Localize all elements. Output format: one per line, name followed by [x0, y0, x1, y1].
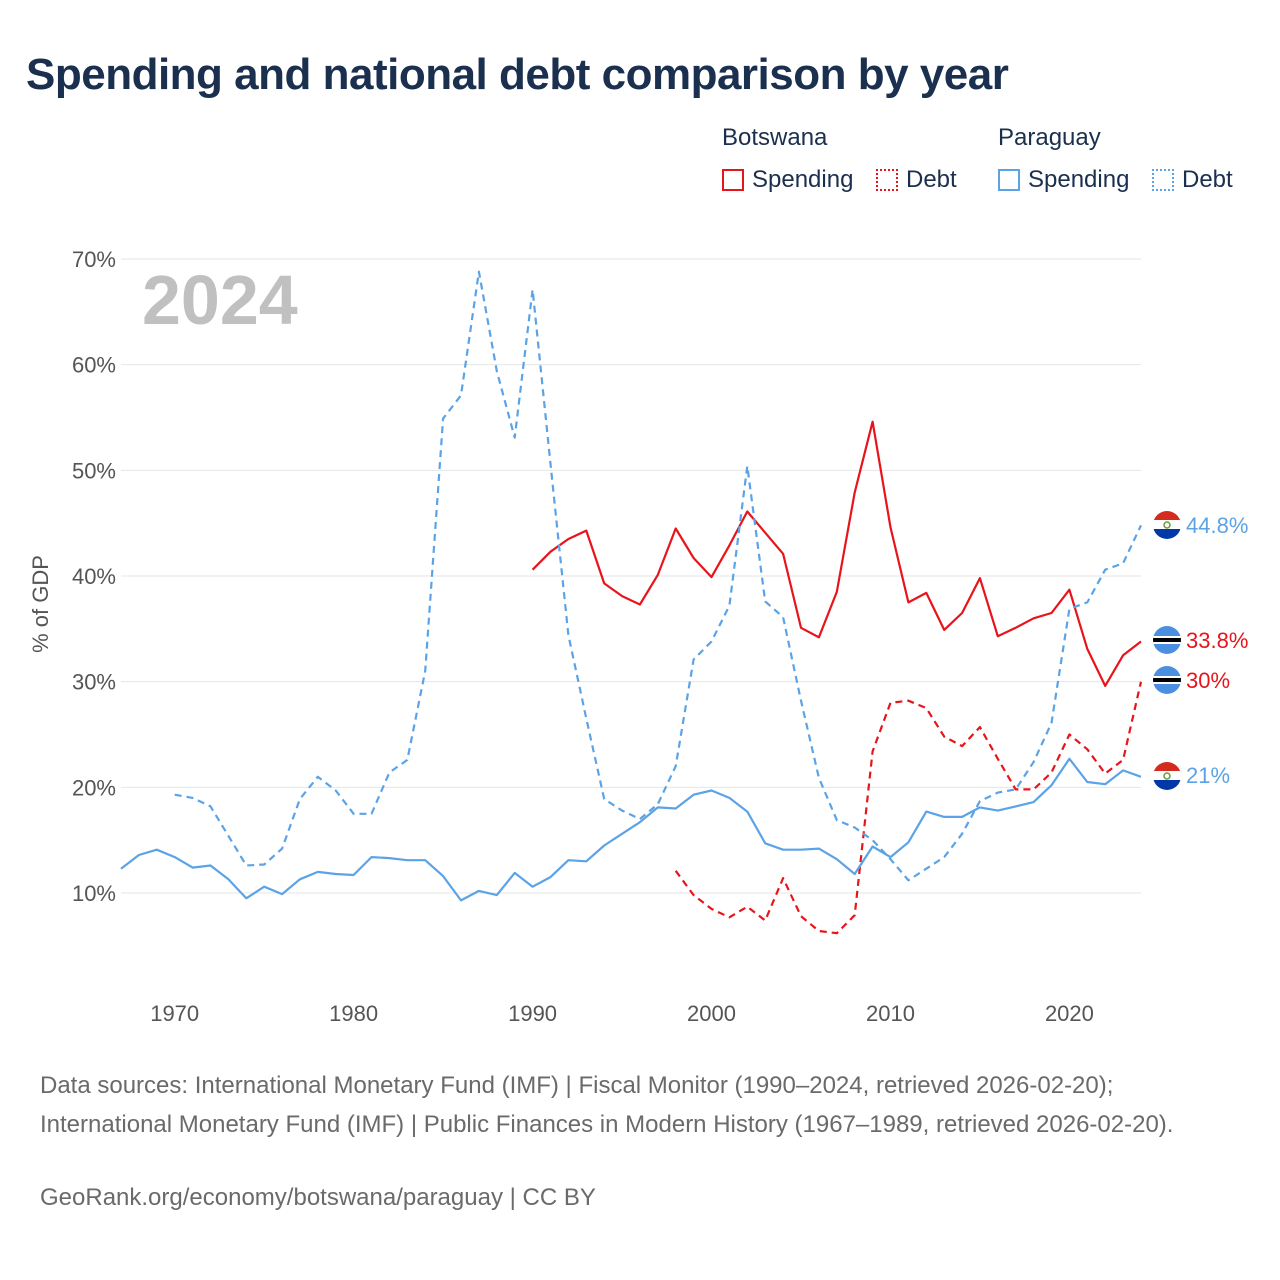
x-tick-label: 1970 [150, 1001, 199, 1026]
y-axis-label: % of GDP [28, 555, 53, 653]
paraguay-flag-icon [1153, 511, 1181, 539]
paraguay-flag-icon [1153, 762, 1181, 790]
series-line-botswana-spending[interactable] [531, 420, 1142, 688]
legend-solid-swatch-icon [998, 169, 1020, 191]
chart-title: Spending and national debt comparison by… [26, 50, 1009, 99]
x-tick-label: 1980 [329, 1001, 378, 1026]
end-label-botswana-debt: 30% [1186, 668, 1230, 693]
y-axis: 10% 20% 30% 40% 50% 60% 70% [72, 247, 116, 906]
y-tick-label: 40% [72, 564, 116, 589]
end-label-paraguay-debt: 44.8% [1186, 513, 1248, 538]
x-tick-label: 2020 [1045, 1001, 1094, 1026]
y-tick-label: 60% [72, 353, 116, 378]
series-line-paraguay-debt[interactable] [174, 270, 1142, 882]
legend-label: Debt [906, 166, 957, 193]
legend-dotted-swatch-icon [1152, 169, 1174, 191]
legend-label: Debt [1182, 166, 1233, 193]
botswana-flag-icon [1153, 626, 1181, 654]
legend-label: Spending [752, 166, 854, 193]
y-tick-label: 30% [72, 670, 116, 695]
botswana-flag-icon [1153, 666, 1181, 694]
legend-paraguay-debt[interactable]: Debt [1152, 166, 1233, 194]
y-tick-label: 50% [72, 458, 116, 483]
y-tick-label: 70% [72, 247, 116, 272]
legend-solid-swatch-icon [722, 169, 744, 191]
y-tick-label: 20% [72, 775, 116, 800]
end-label-paraguay-spending: 21% [1186, 763, 1230, 788]
year-watermark: 2024 [142, 261, 298, 339]
end-label-botswana-spending: 33.8% [1186, 628, 1248, 653]
x-tick-label: 2000 [687, 1001, 736, 1026]
x-tick-label: 2010 [866, 1001, 915, 1026]
legend-botswana-debt[interactable]: Debt [876, 166, 957, 194]
x-tick-label: 1990 [508, 1001, 557, 1026]
legend-paraguay-title: Paraguay [998, 124, 1101, 151]
series-line-botswana-debt[interactable] [674, 681, 1143, 935]
series-line-paraguay-spending[interactable] [120, 757, 1142, 902]
y-tick-label: 10% [72, 881, 116, 906]
legend-botswana-spending[interactable]: Spending [722, 166, 853, 194]
series [120, 270, 1143, 935]
source-credit-link[interactable]: GeoRank.org/economy/botswana/paraguay | … [40, 1184, 596, 1211]
data-sources-note: Data sources: International Monetary Fun… [40, 1072, 1174, 1138]
gridlines [121, 258, 1141, 894]
legend-paraguay-spending[interactable]: Spending [998, 166, 1129, 194]
line-chart: 10% 20% 30% 40% 50% 60% 70% 1970 1980 1990 2000 20… [28, 247, 1248, 1026]
x-axis: 1970 1980 1990 2000 2010 2020 [150, 1001, 1094, 1026]
legend-label: Spending [1028, 166, 1130, 193]
legend-botswana-title: Botswana [722, 124, 828, 151]
legend-dotted-swatch-icon [876, 169, 898, 191]
